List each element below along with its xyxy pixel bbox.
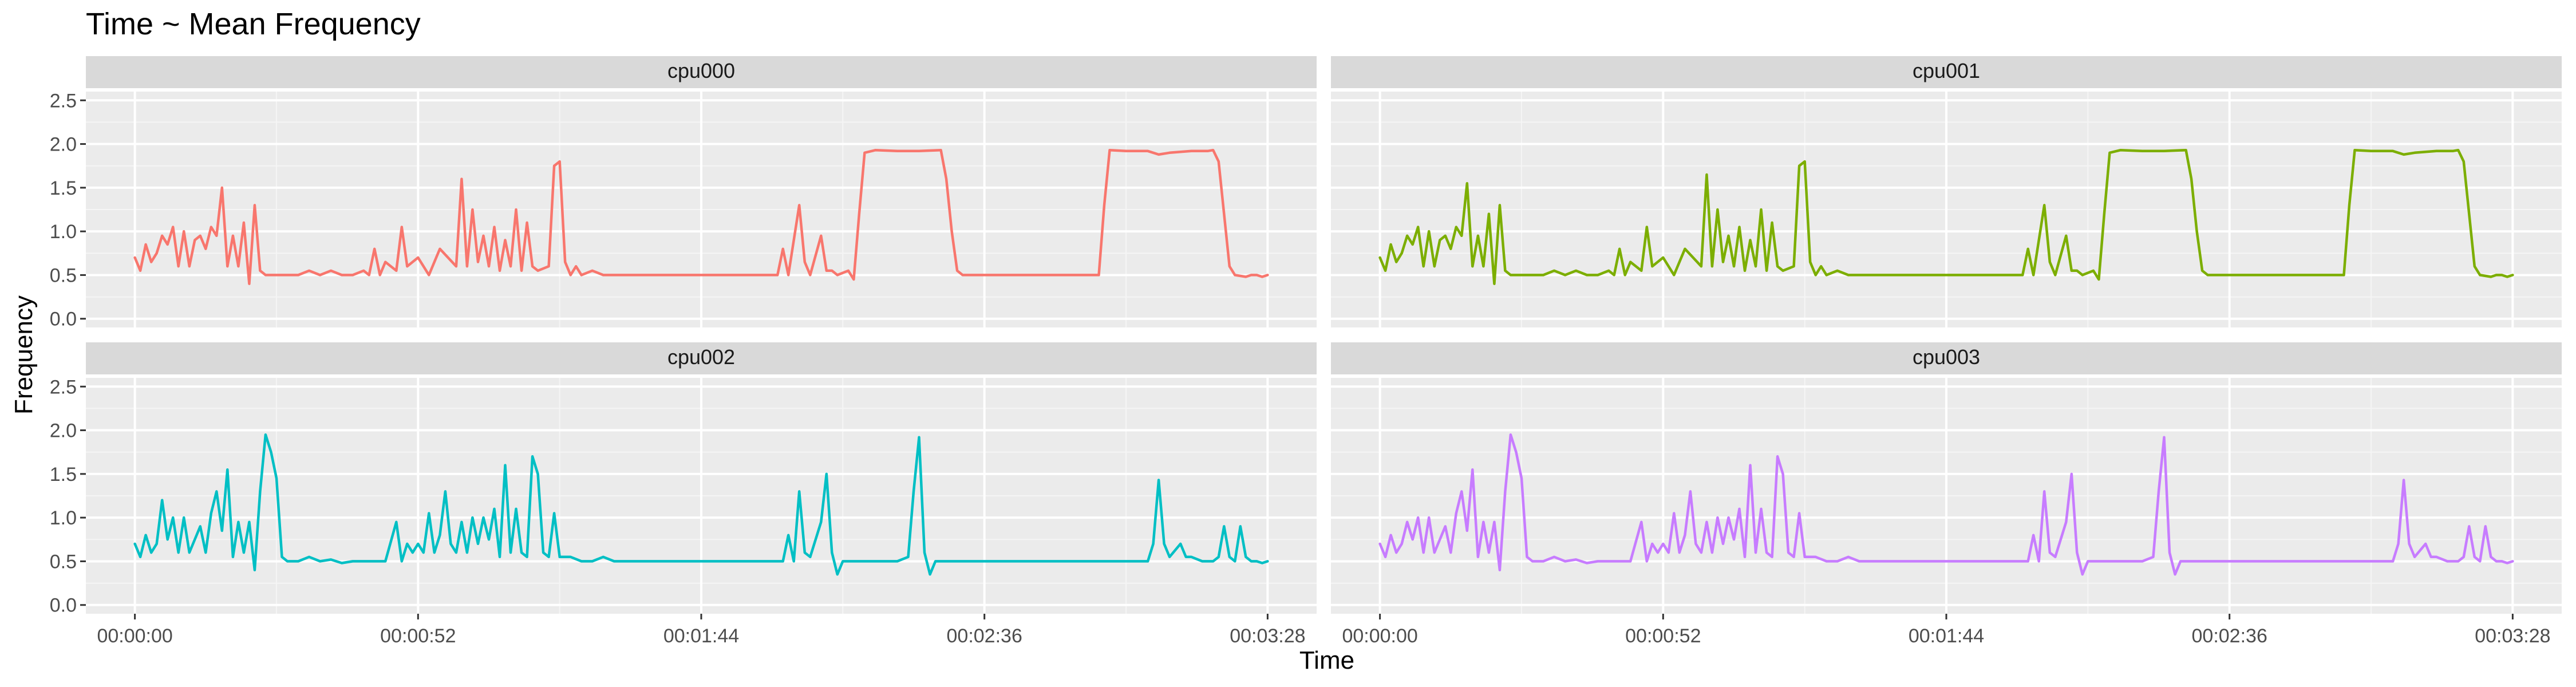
x-tick-label: 00:00:52 [380, 625, 456, 647]
x-tick-label: 00:00:52 [1625, 625, 1701, 647]
series-line-cpu001 [1378, 148, 2514, 285]
x-tick-label: 00:02:36 [947, 625, 1022, 647]
y-tick-label: 2.0 [50, 134, 77, 156]
x-tick-label: 00:03:28 [2475, 625, 2550, 647]
y-tick-label: 1.5 [50, 464, 77, 485]
series-line-cpu002 [133, 433, 1269, 576]
y-tick-label: 1.5 [50, 177, 77, 199]
x-tick-label: 00:00:00 [1342, 625, 1417, 647]
facet-strip-label: cpu002 [667, 345, 735, 369]
y-tick-label: 0.5 [50, 551, 77, 572]
y-tick-label: 0.0 [50, 309, 77, 330]
y-tick-label: 0.5 [50, 264, 77, 286]
x-tick-label: 00:01:44 [663, 625, 739, 647]
chart-title: Time ~ Mean Frequency [86, 7, 421, 41]
facet-strip [1331, 56, 2562, 88]
y-tick-label: 1.0 [50, 221, 77, 243]
y-tick-label: 2.5 [50, 376, 77, 398]
x-tick-label: 00:01:44 [1909, 625, 1984, 647]
x-tick-label: 00:03:28 [1230, 625, 1305, 647]
y-axis-title: Frequency [10, 295, 38, 414]
x-axis-title: Time [1299, 646, 1354, 674]
x-tick-label: 00:00:00 [97, 625, 172, 647]
series-line-cpu003 [1378, 433, 2514, 576]
facet-strip [86, 56, 1317, 88]
facet-strip-label: cpu001 [1913, 59, 1980, 82]
facet-strip-label: cpu000 [667, 59, 735, 82]
facet-panel-cpu003: cpu003 00:00:00 00:00:52 00:01:44 00:02:36 00… [1331, 342, 2562, 647]
y-tick-label: 2.5 [50, 90, 77, 112]
facet-panel-cpu000: cpu000 0.0 0.5 1.0 1.5 2.0 2.5 [50, 56, 1317, 330]
y-tick-label: 2.0 [50, 420, 77, 442]
facet-strip-label: cpu003 [1913, 345, 1980, 369]
facet-panel-cpu001: cpu001 [1331, 56, 2562, 327]
facet-panels: cpu000 0.0 0.5 1.0 1.5 2.0 2.5 cpu001 cpu002 0.0 0… [50, 56, 2562, 647]
y-tick-label: 1.0 [50, 507, 77, 529]
facet-panel-cpu002: cpu002 0.0 0.5 1.0 1.5 2.0 2.5 00:00:00 00:00:52… [50, 342, 1317, 647]
x-tick-label: 00:02:36 [2192, 625, 2267, 647]
facet-strip [86, 342, 1317, 374]
facet-strip [1331, 342, 2562, 374]
y-tick-label: 0.0 [50, 595, 77, 617]
series-line-cpu000 [133, 148, 1269, 285]
